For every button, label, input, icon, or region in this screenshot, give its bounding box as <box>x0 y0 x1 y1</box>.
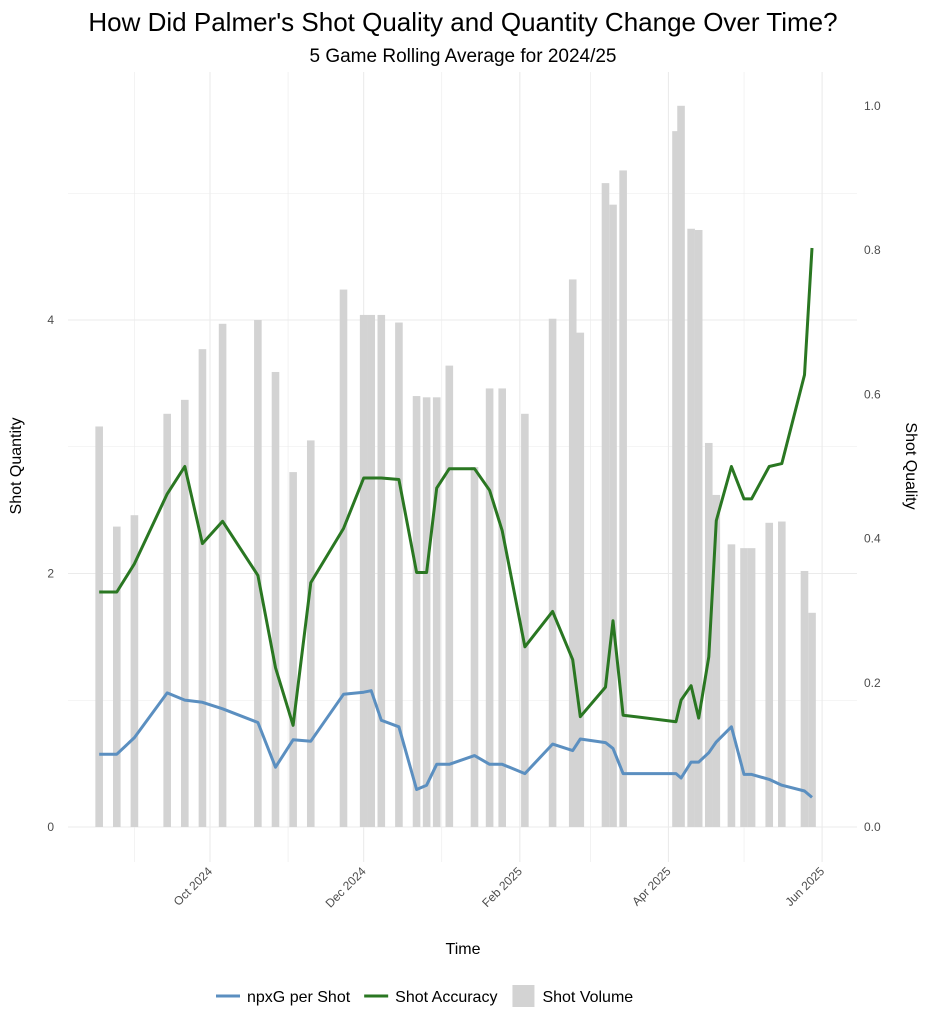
y-axis-right-title: Shot Quality <box>902 422 919 509</box>
bar-shot-volume <box>778 521 786 827</box>
bar-shot-volume <box>422 397 431 827</box>
x-axis: Oct 2024 Dec 2024 Feb 2025 Apr 2025 Jun 2025 <box>171 864 828 910</box>
bar-shot-volume <box>339 289 348 828</box>
legend-item-volume: Shot Volume <box>512 985 633 1007</box>
bar-shot-volume <box>609 204 617 828</box>
bar-shot-volume <box>808 612 816 827</box>
legend-label: npxG per Shot <box>247 989 351 1006</box>
legend-key-box <box>512 985 535 1007</box>
y-right-tick-label: 1.0 <box>864 99 881 113</box>
y-axis-left-title: Shot Quantity <box>8 418 25 515</box>
legend-item-npxg: npxG per Shot <box>216 989 351 1006</box>
bar-shot-volume <box>432 397 441 827</box>
lines <box>99 247 814 799</box>
bar-shot-volume <box>359 314 368 827</box>
bar-shot-volume <box>576 332 585 827</box>
bar-shot-volume <box>218 323 227 827</box>
chart-title: How Did Palmer's Shot Quality and Quanti… <box>88 7 837 37</box>
y-left-tick-label: 2 <box>47 567 54 581</box>
bar-shot-volume <box>377 314 386 827</box>
legend-label: Shot Volume <box>542 989 633 1006</box>
line-shot-accuracy <box>99 247 814 727</box>
legend-item-accuracy: Shot Accuracy <box>364 989 497 1006</box>
y-right-tick-label: 0.8 <box>864 243 881 257</box>
bar-shot-volume <box>765 522 774 827</box>
y-right-tick-label: 0.6 <box>864 387 881 401</box>
bar-shot-volume <box>95 426 103 827</box>
bar-shot-volume <box>289 472 297 827</box>
chart-subtitle: 5 Game Rolling Average for 2024/25 <box>309 46 616 67</box>
y-axis-left: 0 2 4 <box>47 313 54 834</box>
x-tick-label: Feb 2025 <box>479 864 525 910</box>
bar-shot-volume <box>306 440 315 827</box>
x-tick-label: Dec 2024 <box>323 864 369 910</box>
bar-shot-volume <box>694 230 703 827</box>
y-right-tick-label: 0.4 <box>864 532 881 546</box>
bar-shot-volume <box>687 228 695 828</box>
bar-shot-volume <box>163 413 171 827</box>
bar-shot-volume <box>747 548 756 827</box>
legend-label: Shot Accuracy <box>395 989 497 1006</box>
bar-shot-volume <box>521 413 529 827</box>
y-axis-right: 0.0 0.2 0.4 0.6 0.8 1.0 <box>864 99 881 834</box>
bar-shot-volume <box>712 494 721 827</box>
y-right-tick-label: 0.2 <box>864 676 881 690</box>
bar-shot-volume <box>677 105 685 828</box>
bar-shot-volume <box>470 467 479 827</box>
bar-shot-volume <box>130 515 139 827</box>
bar-shot-volume <box>672 131 680 827</box>
bar-shot-volume <box>367 314 376 827</box>
bar-shot-volume <box>601 183 610 828</box>
bar-shot-volume <box>800 570 809 827</box>
bar-shot-volume <box>181 399 189 827</box>
bar-shot-volume <box>548 318 557 827</box>
bar-shot-volume <box>412 396 421 827</box>
bar-shot-volume <box>112 526 121 827</box>
y-left-tick-label: 4 <box>47 313 54 327</box>
line-npxg-per-shot <box>99 689 813 799</box>
bar-shot-volume <box>198 349 207 827</box>
bar-shot-volume <box>568 279 577 827</box>
x-axis-title: Time <box>446 941 481 958</box>
bar-shot-volume <box>498 388 507 827</box>
bar-shot-volume <box>395 322 403 827</box>
bar-shot-volume <box>727 544 736 827</box>
x-tick-label: Oct 2024 <box>171 864 216 909</box>
x-tick-label: Jun 2025 <box>782 864 827 909</box>
bar-shot-volume <box>485 388 494 827</box>
bar-shot-volume <box>271 371 280 827</box>
y-right-tick-label: 0.0 <box>864 820 881 834</box>
bar-shot-volume <box>619 170 627 827</box>
bars <box>95 105 816 828</box>
legend: npxG per Shot Shot Accuracy Shot Volume <box>216 985 633 1007</box>
x-tick-label: Apr 2025 <box>629 864 674 909</box>
y-left-tick-label: 0 <box>47 820 54 834</box>
bar-shot-volume <box>740 548 748 827</box>
bar-shot-volume <box>445 365 454 827</box>
